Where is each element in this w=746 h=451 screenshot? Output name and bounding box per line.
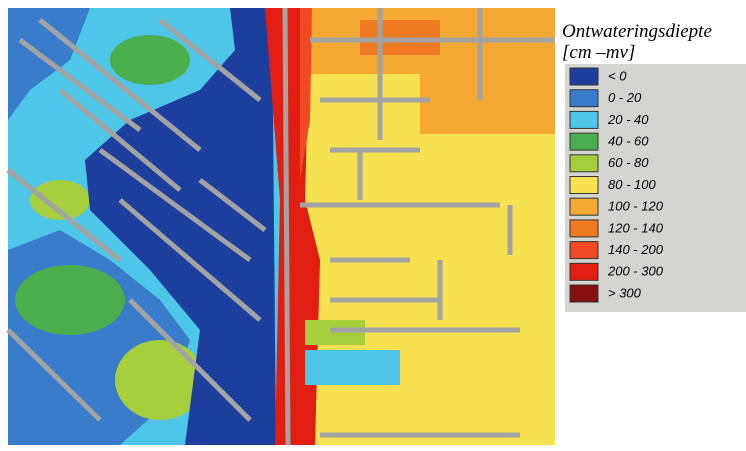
legend-unit: [cm –mv] (562, 42, 635, 63)
map-region (30, 180, 90, 220)
map-region (15, 265, 125, 335)
road (6, 18, 267, 422)
legend-swatch (569, 197, 599, 216)
legend-swatch (569, 219, 599, 238)
map-region (300, 8, 312, 180)
map-region (115, 340, 205, 420)
legend-swatch (569, 89, 599, 108)
legend-swatch (569, 132, 599, 151)
road (300, 8, 555, 438)
legend-swatch (569, 176, 599, 194)
map-region (110, 35, 190, 85)
road (282, 7, 291, 446)
legend-label: 20 - 40 (607, 112, 649, 127)
legend-label: < 0 (608, 68, 627, 83)
legend-swatch (569, 67, 599, 86)
map-region (420, 74, 555, 134)
legend-label: 0 - 20 (608, 90, 642, 105)
legend-label: 200 - 300 (607, 264, 664, 279)
legend-swatch (569, 262, 599, 281)
legend-swatch (569, 154, 599, 173)
map (6, 7, 555, 446)
legend-label: > 300 (608, 285, 642, 300)
legend-label: 100 - 120 (608, 199, 664, 214)
legend-label: 120 - 140 (608, 220, 664, 235)
map-region (305, 350, 400, 385)
legend-label: 80 - 100 (608, 177, 656, 192)
map-region (85, 8, 276, 445)
legend-swatch (569, 284, 599, 303)
legend-label: 40 - 60 (608, 134, 649, 149)
legend-title: Ontwateringsdiepte (562, 21, 712, 42)
legend-label: 60 - 80 (608, 155, 649, 170)
legend-swatch (569, 241, 599, 260)
legend-swatch (569, 110, 599, 129)
legend-label: 140 - 200 (608, 242, 664, 257)
legend: < 0 0 - 20 20 - 40 40 - 60 60 - 80 80 - 100 10… (569, 67, 664, 303)
